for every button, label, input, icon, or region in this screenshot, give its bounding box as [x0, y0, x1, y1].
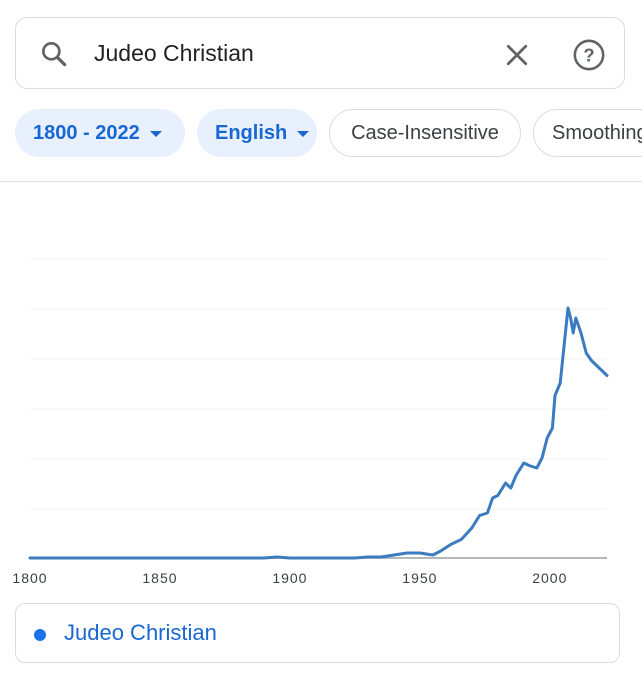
series-line-judeo-christian — [28, 306, 609, 560]
x-tick-label: 1850 — [142, 570, 177, 586]
smoothing-dropdown[interactable]: Smoothing — [533, 109, 642, 157]
x-tick-label: 1800 — [12, 570, 47, 586]
x-tick-label: 1900 — [272, 570, 307, 586]
search-icon — [41, 41, 67, 67]
ngram-chart: 1800 1850 1900 1950 2000 — [0, 182, 642, 597]
date-range-dropdown[interactable]: 1800 - 2022 — [15, 109, 185, 157]
search-input[interactable]: Judeo Christian — [94, 40, 254, 66]
legend-label-judeo-christian[interactable]: Judeo Christian — [64, 620, 217, 645]
chevron-down-icon — [297, 131, 310, 137]
grid-lines — [30, 258, 607, 510]
case-insensitive-toggle[interactable]: Case-Insensitive — [329, 109, 521, 157]
close-icon[interactable] — [502, 40, 532, 70]
legend: Judeo Christian — [15, 603, 620, 663]
smoothing-label: Smoothing — [552, 121, 642, 144]
legend-dot — [34, 629, 46, 641]
help-icon[interactable]: ? — [572, 38, 606, 72]
chevron-down-icon — [149, 131, 162, 137]
x-tick-label: 1950 — [402, 570, 437, 586]
corpus-label: English — [215, 121, 288, 144]
date-range-label: 1800 - 2022 — [33, 121, 140, 144]
search-box[interactable]: Judeo Christian ? — [15, 17, 625, 89]
chart-svg: 1800 1850 1900 1950 2000 — [12, 258, 609, 586]
svg-text:?: ? — [583, 44, 594, 65]
divider — [0, 181, 642, 182]
corpus-dropdown[interactable]: English — [197, 109, 317, 157]
case-insensitive-label: Case-Insensitive — [351, 121, 499, 144]
filter-chips: 1800 - 2022 English Case-Insensitive Smo… — [15, 109, 642, 157]
x-tick-label: 2000 — [532, 570, 567, 586]
